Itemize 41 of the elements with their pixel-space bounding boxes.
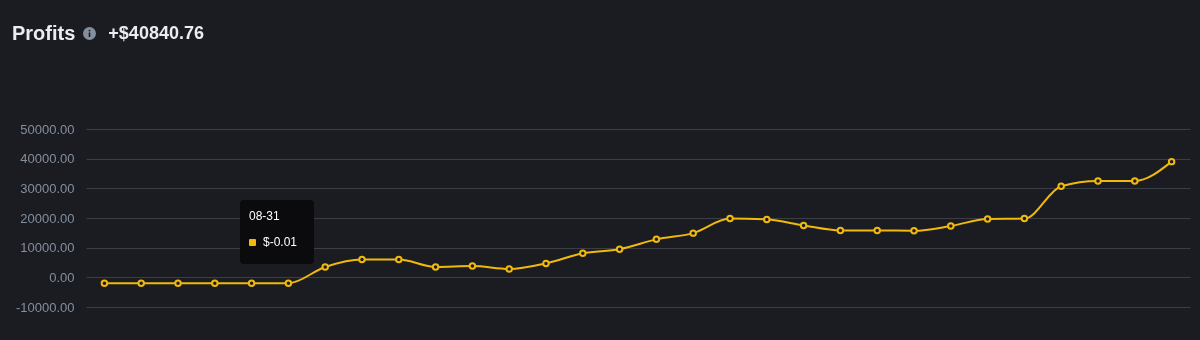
annotation: $-0.01 — [263, 235, 298, 249]
point — [211, 279, 219, 287]
point — [579, 249, 587, 258]
point — [763, 215, 771, 224]
point — [836, 226, 845, 235]
point — [652, 235, 661, 244]
chart-subtitle: +$40840.76 — [108, 23, 204, 44]
point — [505, 265, 513, 273]
point — [137, 279, 145, 287]
point — [1020, 214, 1029, 223]
y-tick-label: 10000.00 — [20, 240, 75, 256]
point — [799, 221, 808, 230]
point — [284, 279, 293, 287]
point — [468, 262, 477, 270]
point — [873, 226, 881, 235]
point — [1057, 182, 1065, 190]
point — [358, 255, 366, 264]
y-tick-label: 30000.00 — [20, 180, 75, 196]
point — [100, 279, 109, 287]
point — [910, 227, 918, 235]
point — [983, 215, 992, 223]
point — [1131, 177, 1139, 185]
point — [395, 255, 403, 264]
point — [1167, 157, 1176, 166]
point — [542, 259, 550, 268]
point — [174, 279, 182, 287]
annotation: 08-31 — [249, 209, 281, 223]
point — [726, 214, 734, 223]
point — [689, 229, 697, 237]
y-tick-label: 20000.00 — [20, 210, 75, 226]
y-tick-label: 50000.00 — [20, 121, 75, 137]
y-tick-label: 40000.00 — [20, 151, 75, 167]
chart-title: Profits — [12, 22, 76, 45]
point — [431, 263, 440, 271]
point — [947, 222, 955, 230]
point — [615, 245, 624, 253]
y-tick-label: 0.00 — [49, 269, 75, 285]
y-tick-label: -10000.00 — [15, 299, 75, 315]
point — [247, 279, 256, 287]
point — [1094, 177, 1102, 185]
point — [321, 263, 329, 271]
